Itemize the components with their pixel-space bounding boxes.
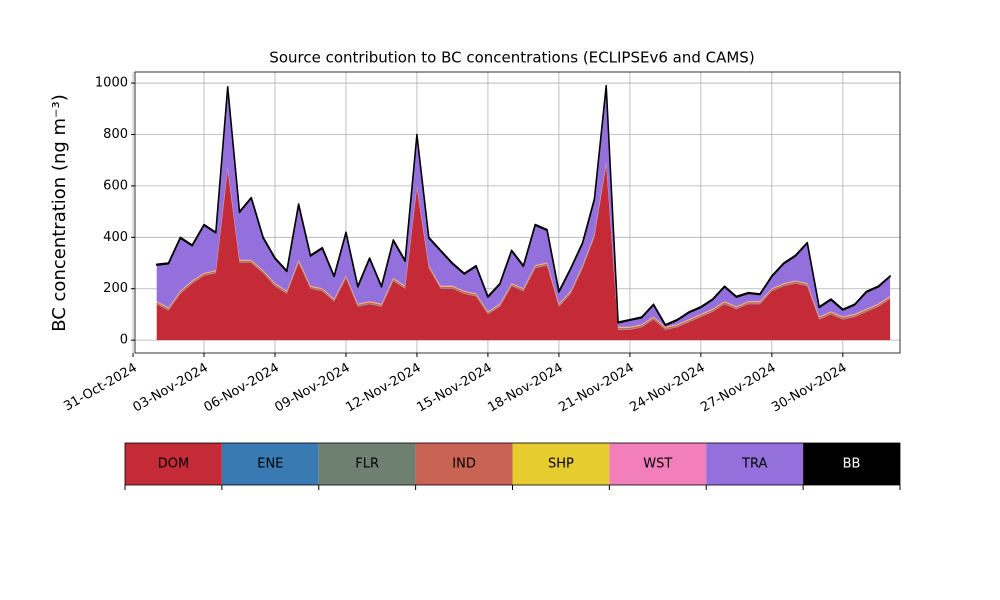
legend-frame [124, 442, 901, 486]
y-tick-label: 400 [103, 230, 128, 245]
plot-frame [134, 71, 901, 354]
area [156, 165, 891, 341]
legend-swatch [803, 443, 900, 485]
y-axis-label: BC concentration (ng m⁻³) [49, 94, 70, 332]
y-tick-label: 200 [103, 281, 128, 296]
y-tick-label: 0 [120, 333, 128, 348]
y-tick-label: 1000 [95, 76, 128, 91]
legend-swatch [125, 443, 222, 485]
legend-label: BB [843, 457, 861, 472]
y-tick-label: 600 [103, 178, 128, 193]
legend-swatch [415, 443, 513, 485]
legend-label: IND [452, 457, 476, 472]
legend-label: SHP [548, 457, 574, 472]
legend-swatch [221, 443, 319, 485]
legend-label: TRA [741, 457, 767, 472]
legend-swatch [706, 443, 804, 485]
legend-label: ENE [257, 457, 283, 472]
legend-label: WST [643, 457, 672, 472]
legend-label: FLR [355, 457, 379, 472]
legend-swatch [609, 443, 707, 485]
chart-title: Source contribution to BC concentrations… [269, 49, 754, 67]
area [156, 86, 891, 327]
area [155, 84, 891, 327]
legend-label: DOM [158, 457, 189, 472]
legend-swatch [512, 443, 610, 485]
legend-swatch [318, 443, 416, 485]
y-tick-label: 800 [103, 127, 128, 142]
